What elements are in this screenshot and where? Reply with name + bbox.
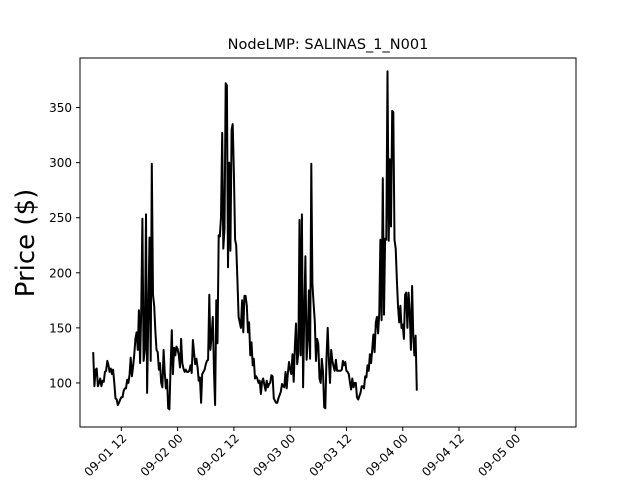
y-tick-label: 200 bbox=[49, 266, 72, 280]
y-tick-label: 300 bbox=[49, 156, 72, 170]
y-tick-label: 100 bbox=[49, 376, 72, 390]
chart-title: NodeLMP: SALINAS_1_N001 bbox=[228, 37, 429, 53]
y-tick-label: 150 bbox=[49, 321, 72, 335]
price-series-line bbox=[92, 70, 418, 411]
y-axis-ticks: 100 150 200 250 300 350 bbox=[49, 101, 80, 390]
plot-area-frame bbox=[79, 57, 577, 428]
y-tick-label: 250 bbox=[49, 211, 72, 225]
y-tick-label: 350 bbox=[49, 101, 72, 115]
y-axis-label: Price ($) bbox=[11, 189, 41, 298]
